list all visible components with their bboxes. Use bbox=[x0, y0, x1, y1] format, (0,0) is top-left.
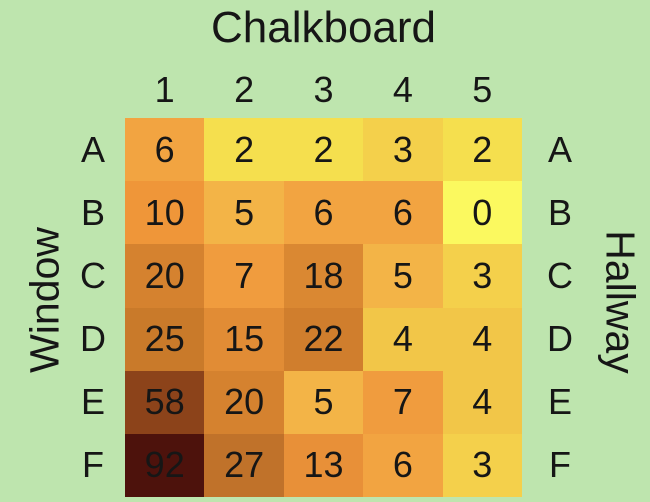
heatmap-cell: 13 bbox=[283, 433, 364, 497]
heatmap-cell: 6 bbox=[363, 433, 443, 497]
heatmap-cell: 2 bbox=[442, 118, 522, 182]
heatmap-cell: 5 bbox=[363, 244, 443, 308]
hallway-axis-label: Hallway bbox=[597, 230, 644, 374]
heatmap-cell: 6 bbox=[363, 181, 443, 245]
heatmap-cell: 15 bbox=[204, 307, 284, 371]
heatmap-cell: 10 bbox=[125, 181, 205, 245]
heatmap-cell: 5 bbox=[204, 181, 284, 245]
heatmap-cell: 20 bbox=[204, 370, 284, 434]
heatmap-cell: 4 bbox=[442, 370, 522, 434]
row-label-right: D bbox=[547, 318, 573, 360]
column-header: 1 bbox=[154, 69, 175, 110]
heatmap-cell: 3 bbox=[363, 118, 443, 182]
heatmap-cell: 7 bbox=[204, 244, 284, 308]
column-header: 3 bbox=[313, 69, 334, 110]
heatmap-cell: 25 bbox=[125, 307, 205, 371]
heatmap-cell: 4 bbox=[442, 307, 522, 371]
row-label-right: A bbox=[547, 128, 572, 170]
heatmap-cell: 3 bbox=[442, 433, 522, 497]
row-label-left: A bbox=[80, 128, 105, 170]
heatmap-cell: 3 bbox=[442, 244, 522, 308]
heatmap-cell: 6 bbox=[283, 181, 364, 245]
heatmap-cell: 2 bbox=[283, 118, 364, 182]
heatmap-cell: 18 bbox=[283, 244, 364, 308]
column-headers: 1 2 3 4 5 bbox=[125, 66, 522, 114]
row-label-left: F bbox=[82, 444, 104, 486]
row-label-right: B bbox=[547, 191, 572, 233]
row-label-left: B bbox=[80, 191, 105, 233]
heatmap-cell: 4 bbox=[363, 307, 443, 371]
row-label-left: C bbox=[80, 254, 106, 296]
heatmap-cell: 92 bbox=[125, 433, 205, 497]
row-label-right: F bbox=[549, 444, 571, 486]
row-label-left: E bbox=[80, 381, 105, 423]
column-header: 2 bbox=[234, 69, 255, 110]
heatmap-cell: 2 bbox=[204, 118, 284, 182]
row-label-left: D bbox=[80, 318, 106, 360]
row-label-right: C bbox=[547, 254, 573, 296]
heatmap-grid: 6 2 2 3 2 10 5 6 6 0 20 7 18 5 3 25 15 22 4 4 58 20 5 7 4 92 27 13 6… bbox=[125, 118, 522, 497]
row-label-right: E bbox=[547, 381, 572, 423]
window-axis-label: Window bbox=[21, 227, 68, 373]
heatmap-cell: 58 bbox=[125, 370, 205, 434]
column-header: 4 bbox=[392, 69, 413, 110]
heatmap-cell: 22 bbox=[283, 307, 364, 371]
heatmap-cell: 0 bbox=[442, 181, 522, 245]
heatmap-cell: 20 bbox=[125, 244, 205, 308]
heatmap-cell: 27 bbox=[204, 433, 284, 497]
column-header: 5 bbox=[472, 69, 493, 110]
heatmap-cell: 5 bbox=[283, 370, 364, 434]
heatmap-cell: 7 bbox=[363, 370, 443, 434]
chart-title: Chalkboard bbox=[210, 3, 437, 52]
heatmap-cell: 6 bbox=[125, 118, 205, 182]
